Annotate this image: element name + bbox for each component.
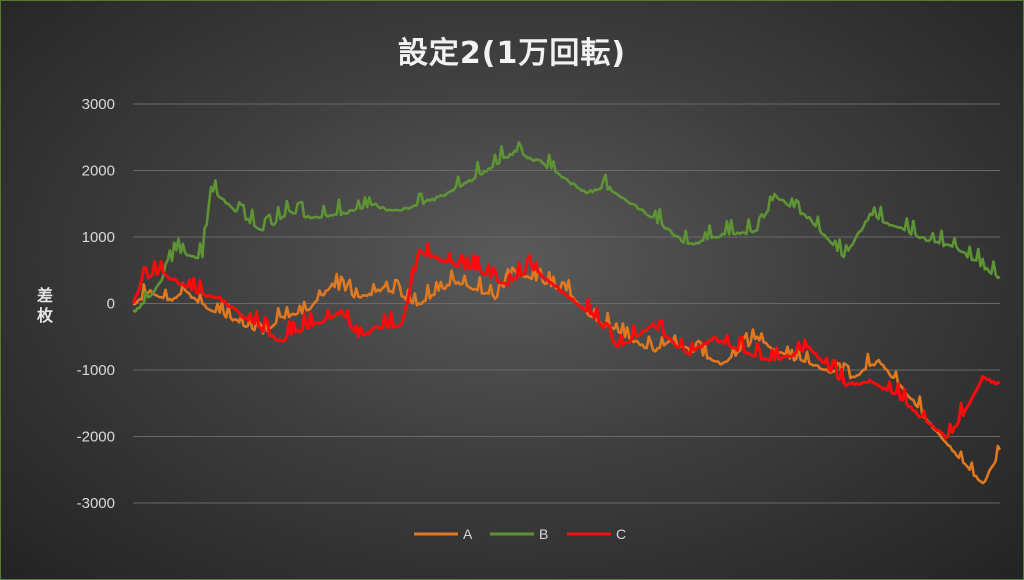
legend-label-b: B [539, 526, 548, 542]
y-tick-label: 2000 [82, 163, 115, 180]
legend-label-c: C [616, 526, 626, 542]
y-tick-label: -1000 [77, 362, 115, 379]
y-tick-label: -2000 [77, 429, 115, 446]
series-line-c [131, 241, 1001, 440]
y-tick-label: 3000 [82, 96, 115, 113]
y-axis-label: 差枚 [36, 286, 53, 325]
series-lines [131, 141, 1002, 485]
y-tick-labels: 3000 2000 1000 0 -1000 -2000 -3000 [77, 96, 115, 512]
series-line-b [132, 141, 1001, 313]
chart-title: 設定2(1万回転) [397, 36, 627, 71]
legend-label-a: A [463, 526, 473, 542]
y-tick-label: 0 [107, 296, 115, 313]
series-line-a [132, 265, 1002, 485]
y-tick-label: 1000 [82, 229, 115, 246]
gridlines [133, 103, 1000, 504]
legend: A B C [414, 526, 626, 542]
y-tick-label: -3000 [77, 495, 115, 512]
